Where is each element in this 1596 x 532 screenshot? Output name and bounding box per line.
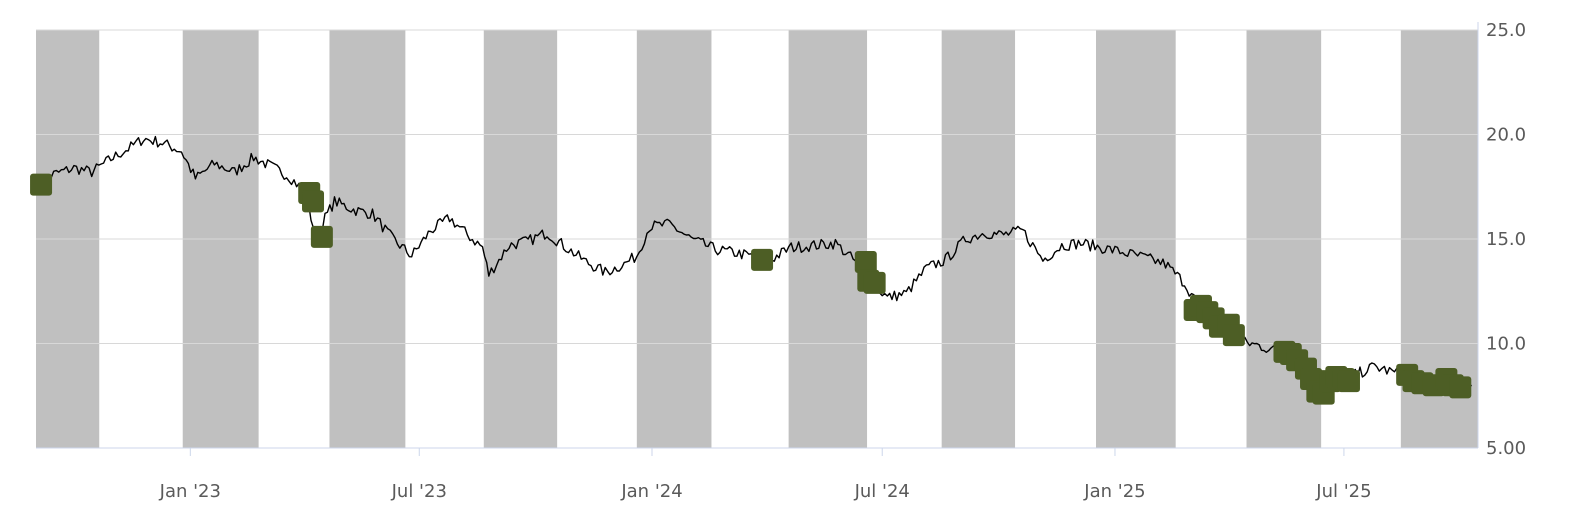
marker-point-32 bbox=[1449, 376, 1472, 399]
x-tick-label: Jan '24 bbox=[620, 481, 682, 502]
y-tick-label: 10.0 bbox=[1486, 334, 1526, 355]
marker-point-14 bbox=[1222, 324, 1245, 347]
marker-point-4 bbox=[751, 248, 774, 271]
marker-point-25 bbox=[1337, 370, 1360, 393]
marker-point-5 bbox=[854, 250, 877, 273]
x-tick-label: Jan '25 bbox=[1083, 481, 1145, 502]
y-tick-label: 25.0 bbox=[1486, 20, 1526, 41]
marker-point-3 bbox=[310, 225, 333, 248]
y-tick-label: 20.0 bbox=[1486, 125, 1526, 146]
marker-series bbox=[30, 173, 1472, 405]
x-tick-label: Jan '23 bbox=[159, 481, 221, 502]
marker-point-2 bbox=[302, 190, 325, 213]
marker-point-0 bbox=[30, 173, 53, 196]
y-tick-label: 5.00 bbox=[1486, 438, 1526, 459]
y-axis-tick-labels: 25.0 20.0 15.0 10.0 5.00 bbox=[1486, 20, 1526, 459]
marker-point-7 bbox=[863, 271, 886, 294]
chart-axes bbox=[36, 22, 1479, 456]
x-tick-label: Jul '24 bbox=[854, 481, 910, 502]
x-tick-label: Jul '23 bbox=[391, 481, 447, 502]
x-tick-label: Jul '25 bbox=[1315, 481, 1371, 502]
y-tick-label: 15.0 bbox=[1486, 229, 1526, 250]
x-axis-tick-labels: Jan '23 Jul '23 Jan '24 Jul '24 Jan '25 Jul '… bbox=[159, 481, 1372, 502]
